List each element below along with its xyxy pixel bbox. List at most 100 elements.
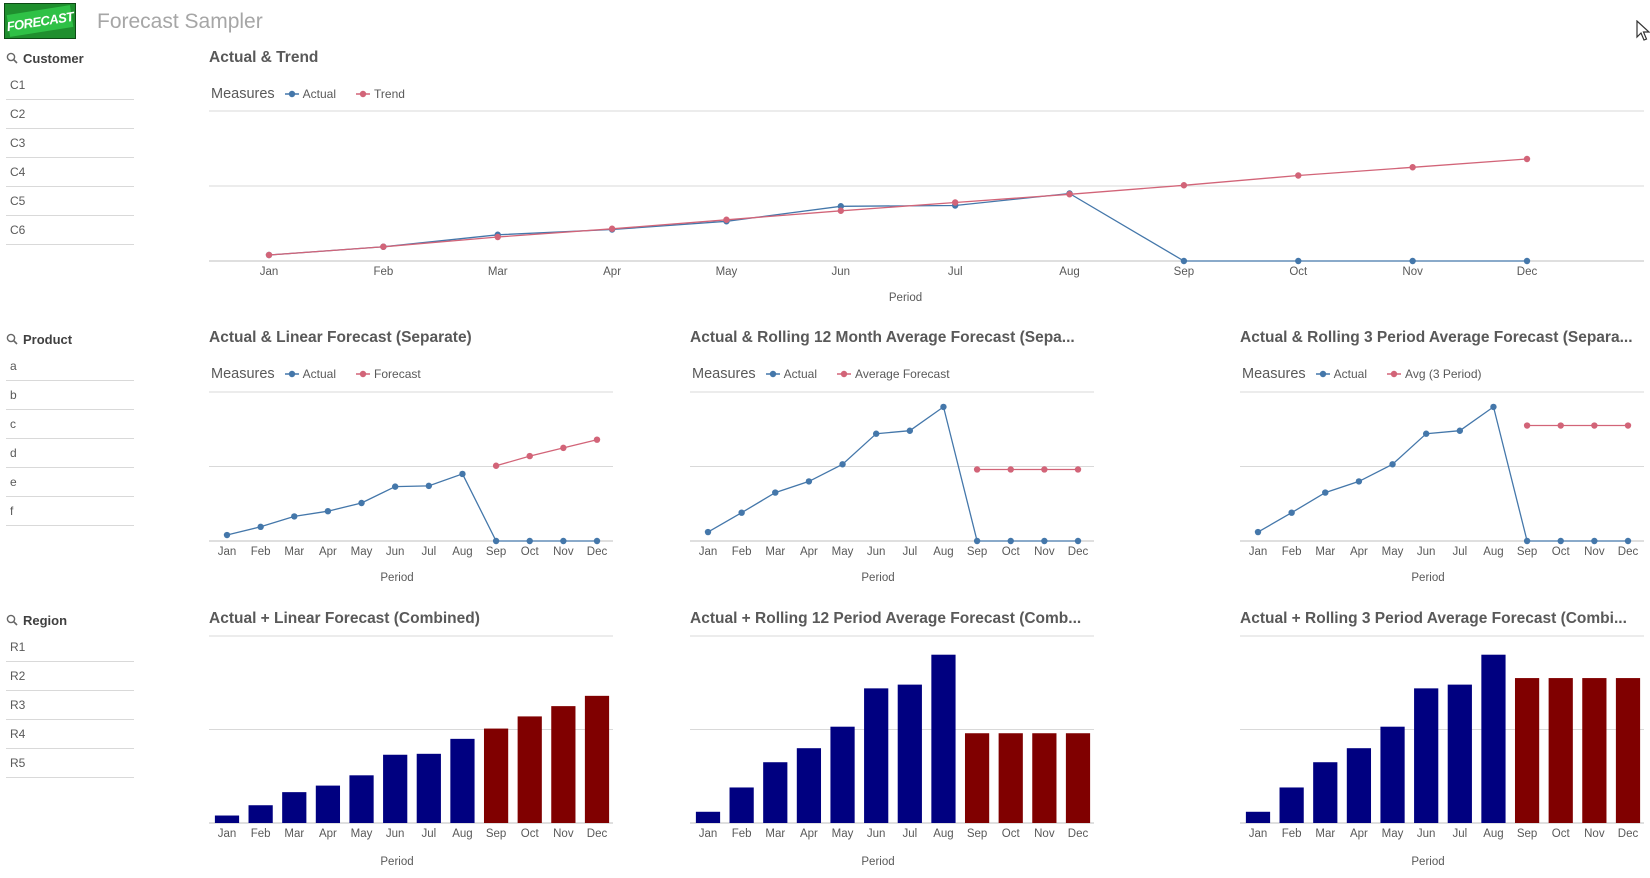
point-avg-3-period--oct[interactable] xyxy=(1557,422,1564,429)
chart-rolling12-separate[interactable]: Actual & Rolling 12 Month Average Foreca… xyxy=(690,329,1100,597)
point-actual-jun[interactable] xyxy=(872,430,880,437)
chart-legend[interactable]: Measures Actual Avg (3 Period) xyxy=(1242,365,1496,383)
point-actual-sep[interactable] xyxy=(1523,537,1531,545)
chart-legend[interactable]: Measures Actual Trend xyxy=(211,85,419,103)
bar-forecast-oct[interactable] xyxy=(1548,678,1573,823)
filter-item-c2[interactable]: C2 xyxy=(6,100,134,129)
filter-item-r5[interactable]: R5 xyxy=(6,749,134,778)
point-trend-feb[interactable] xyxy=(380,243,387,250)
bar-actual-feb[interactable] xyxy=(729,787,754,823)
filter-customer[interactable]: Customer C1 C2 C3 C4 C5 C6 xyxy=(6,45,134,245)
point-avg-3-period--nov[interactable] xyxy=(1591,422,1598,429)
point-trend-mar[interactable] xyxy=(494,233,501,241)
bar-forecast-sep[interactable] xyxy=(964,733,990,823)
bar-actual-jun[interactable] xyxy=(1414,688,1439,823)
point-actual-nov[interactable] xyxy=(1409,257,1416,265)
point-actual-jun[interactable] xyxy=(1422,430,1430,437)
point-forecast-oct[interactable] xyxy=(526,452,533,460)
legend-item-trend[interactable]: Trend xyxy=(356,87,405,101)
chart-legend[interactable]: Measures Actual Forecast xyxy=(211,365,435,383)
bar-actual-mar[interactable] xyxy=(282,792,307,823)
point-actual-feb[interactable] xyxy=(257,523,264,531)
bar-actual-mar[interactable] xyxy=(1313,762,1338,823)
filter-item-b[interactable]: b xyxy=(6,381,134,410)
bar-actual-jan[interactable] xyxy=(1245,811,1271,823)
point-avg-3-period--dec[interactable] xyxy=(1624,422,1632,429)
point-actual-oct[interactable] xyxy=(1295,257,1302,265)
bar-actual-may[interactable] xyxy=(830,726,855,823)
bar-actual-jun[interactable] xyxy=(383,754,408,823)
point-actual-mar[interactable] xyxy=(1322,489,1329,496)
legend-item-actual[interactable]: Actual xyxy=(1315,367,1367,381)
point-actual-mar[interactable] xyxy=(772,489,779,496)
chart-rolling12-combined[interactable]: Actual + Rolling 12 Period Average Forec… xyxy=(690,610,1100,878)
point-forecast-dec[interactable] xyxy=(593,436,601,443)
point-actual-dec[interactable] xyxy=(593,537,601,545)
bar-actual-jul[interactable] xyxy=(1447,684,1472,823)
point-trend-dec[interactable] xyxy=(1523,155,1531,163)
bar-forecast-dec[interactable] xyxy=(584,695,610,823)
point-actual-oct[interactable] xyxy=(1007,537,1014,545)
point-trend-may[interactable] xyxy=(723,216,730,223)
bar-actual-jan[interactable] xyxy=(214,815,240,823)
filter-region[interactable]: Region R1 R2 R3 R4 R5 xyxy=(6,607,134,778)
bar-forecast-sep[interactable] xyxy=(1514,678,1540,823)
bar-actual-apr[interactable] xyxy=(796,748,822,823)
bar-forecast-dec[interactable] xyxy=(1615,678,1641,823)
line-chart[interactable]: Jan Feb Mar Apr May Jun Jul Aug Sep Oct Nov Dec Peri… xyxy=(1240,329,1644,597)
bar-actual-may[interactable] xyxy=(1380,726,1405,823)
point-actual-mar[interactable] xyxy=(291,513,298,520)
bar-forecast-oct[interactable] xyxy=(998,733,1023,823)
filter-item-r3[interactable]: R3 xyxy=(6,691,134,720)
legend-item-actual[interactable]: Actual xyxy=(284,367,336,381)
bar-chart[interactable]: Jan Feb Mar Apr May Jun Jul Aug Sep Oct Nov Dec Peri… xyxy=(209,610,619,878)
point-actual-dec[interactable] xyxy=(1624,537,1632,545)
bar-actual-jul[interactable] xyxy=(416,753,441,823)
point-average-forecast-dec[interactable] xyxy=(1074,466,1082,473)
bar-forecast-nov[interactable] xyxy=(1582,678,1607,823)
bar-actual-jan[interactable] xyxy=(695,811,721,823)
point-actual-jan[interactable] xyxy=(1254,528,1262,536)
point-actual-sep[interactable] xyxy=(492,537,500,545)
point-trend-nov[interactable] xyxy=(1409,164,1416,171)
point-actual-jul[interactable] xyxy=(906,427,914,434)
chart-actual-trend[interactable]: Actual & Trend Measures Actual Trend Jan… xyxy=(209,49,1644,319)
chart-linear-combined[interactable]: Actual + Linear Forecast (Combined) Jan F… xyxy=(209,610,619,878)
filter-item-r2[interactable]: R2 xyxy=(6,662,134,691)
point-actual-jul[interactable] xyxy=(425,482,433,490)
filter-item-c5[interactable]: C5 xyxy=(6,187,134,216)
line-chart[interactable]: Jan Feb Mar Apr May Jun Jul Aug Sep Oct Nov Dec Peri… xyxy=(209,49,1644,319)
point-forecast-sep[interactable] xyxy=(492,462,500,469)
point-trend-apr[interactable] xyxy=(608,225,616,232)
bar-forecast-nov[interactable] xyxy=(551,706,576,823)
point-avg-3-period--sep[interactable] xyxy=(1523,422,1531,429)
bar-chart[interactable]: Jan Feb Mar Apr May Jun Jul Aug Sep Oct Nov Dec Peri… xyxy=(690,610,1100,878)
point-actual-dec[interactable] xyxy=(1523,257,1531,265)
point-actual-jun[interactable] xyxy=(837,203,845,210)
bar-actual-feb[interactable] xyxy=(248,805,273,823)
bar-actual-apr[interactable] xyxy=(315,785,341,823)
point-actual-may[interactable] xyxy=(358,499,365,507)
chart-legend[interactable]: Measures Actual Average Forecast xyxy=(692,365,964,383)
filter-region-header[interactable]: Region xyxy=(6,607,134,633)
filter-item-c6[interactable]: C6 xyxy=(6,216,134,245)
bar-actual-jun[interactable] xyxy=(864,688,889,823)
point-actual-apr[interactable] xyxy=(324,508,332,515)
filter-item-d[interactable]: d xyxy=(6,439,134,468)
legend-item-forecast[interactable]: Forecast xyxy=(356,367,421,381)
bar-forecast-dec[interactable] xyxy=(1065,733,1091,823)
chart-rolling3-separate[interactable]: Actual & Rolling 3 Period Average Foreca… xyxy=(1240,329,1644,597)
point-trend-oct[interactable] xyxy=(1295,172,1302,179)
bar-actual-jul[interactable] xyxy=(897,684,922,823)
point-actual-feb[interactable] xyxy=(738,509,745,516)
point-actual-jan[interactable] xyxy=(223,531,231,539)
bar-forecast-oct[interactable] xyxy=(517,716,542,823)
filter-product[interactable]: Product a b c d e f xyxy=(6,326,134,526)
point-trend-jul[interactable] xyxy=(951,199,959,206)
point-actual-may[interactable] xyxy=(839,461,846,468)
filter-item-r1[interactable]: R1 xyxy=(6,633,134,662)
chart-linear-separate[interactable]: Actual & Linear Forecast (Separate) Meas… xyxy=(209,329,619,597)
filter-item-r4[interactable]: R4 xyxy=(6,720,134,749)
filter-item-c4[interactable]: C4 xyxy=(6,158,134,187)
point-actual-jul[interactable] xyxy=(1456,427,1464,434)
